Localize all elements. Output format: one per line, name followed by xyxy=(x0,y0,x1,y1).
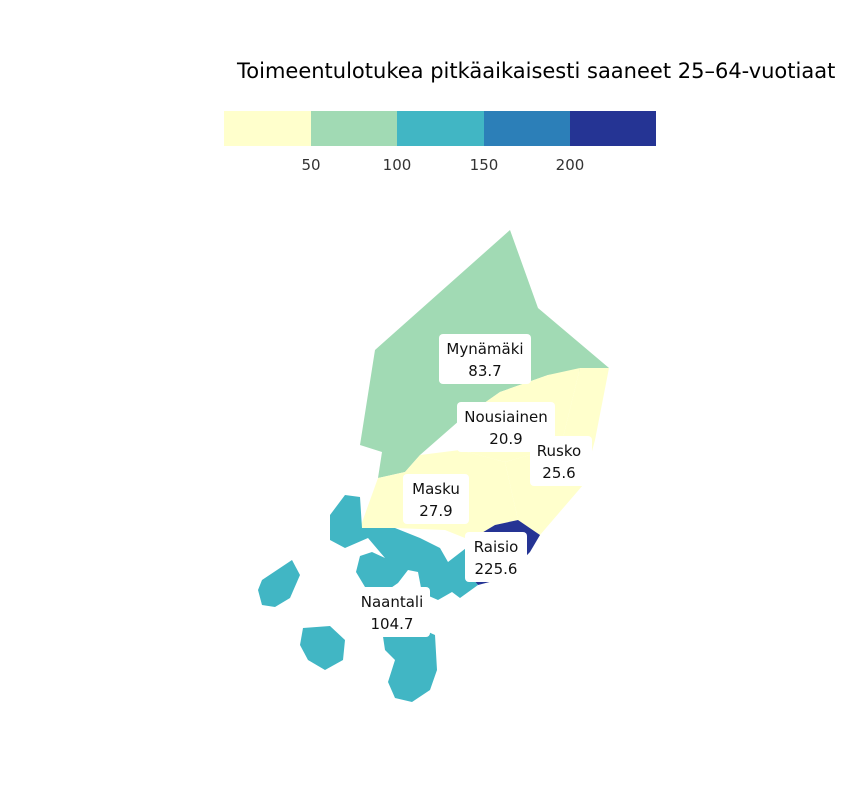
label-rusko: Rusko 25.6 xyxy=(530,436,592,486)
label-raisio-value: 225.6 xyxy=(475,560,518,578)
label-naantali-name: Naantali xyxy=(361,593,424,611)
legend-tick-50: 50 xyxy=(301,156,320,174)
legend-tick-150: 150 xyxy=(470,156,499,174)
label-raisio: Raisio 225.6 xyxy=(465,532,527,582)
legend-swatch-4 xyxy=(570,111,656,146)
label-mynamaki-value: 83.7 xyxy=(468,362,501,380)
label-nousiainen-name: Nousiainen xyxy=(464,408,548,426)
label-raisio-name: Raisio xyxy=(474,538,519,556)
label-naantali-value: 104.7 xyxy=(371,615,414,633)
legend-swatch-1 xyxy=(311,111,397,146)
region-naantali-mainland xyxy=(330,495,478,600)
label-masku-value: 27.9 xyxy=(419,502,452,520)
region-naantali-island-south xyxy=(382,626,437,702)
region-labels: Mynämäki 83.7 Nousiainen 20.9 Rusko 25.6… xyxy=(354,334,592,637)
legend-tick-100: 100 xyxy=(383,156,412,174)
map-title: Toimeentulotukea pitkäaikaisesti saaneet… xyxy=(236,59,835,83)
legend: 50 100 150 200 xyxy=(224,111,656,174)
label-naantali: Naantali 104.7 xyxy=(354,587,430,637)
legend-tick-200: 200 xyxy=(556,156,585,174)
legend-swatch-0 xyxy=(224,111,311,146)
label-masku-name: Masku xyxy=(412,480,460,498)
legend-swatch-2 xyxy=(397,111,484,146)
legend-swatch-3 xyxy=(484,111,570,146)
label-masku: Masku 27.9 xyxy=(403,474,469,524)
region-rusko xyxy=(505,368,609,535)
region-naantali-island-west xyxy=(258,560,300,607)
label-mynamaki: Mynämäki 83.7 xyxy=(439,334,531,384)
label-rusko-name: Rusko xyxy=(537,442,581,460)
label-rusko-value: 25.6 xyxy=(542,464,575,482)
label-mynamaki-name: Mynämäki xyxy=(446,340,523,358)
region-naantali-island-southwest xyxy=(300,626,345,670)
label-nousiainen-value: 20.9 xyxy=(489,430,522,448)
